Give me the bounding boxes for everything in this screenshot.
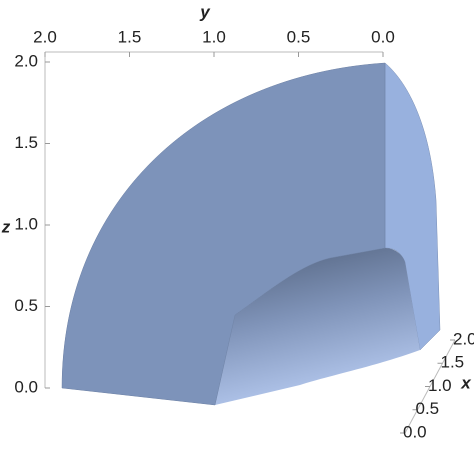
front-face xyxy=(61,62,386,406)
z-tick-label: 0.0 xyxy=(14,377,38,396)
x-tick-label: 0.5 xyxy=(416,399,440,418)
y-tick-label: 1.0 xyxy=(202,27,226,46)
y-tick-label: 2.0 xyxy=(33,27,57,46)
y-axis-label: y xyxy=(199,2,211,21)
region xyxy=(61,62,441,406)
z-tick-label: 1.0 xyxy=(14,214,38,233)
z-axis-label: z xyxy=(1,217,11,236)
y-tick-label: 0.0 xyxy=(371,27,395,46)
right-face xyxy=(384,62,441,351)
inner-hole xyxy=(215,248,420,405)
z-tick-label: 1.5 xyxy=(14,133,38,152)
x-axis-label: x xyxy=(460,373,472,392)
z-tick-label: 0.5 xyxy=(14,296,38,315)
y-tick-label: 0.5 xyxy=(287,27,311,46)
y-tick-label: 1.5 xyxy=(118,27,142,46)
z-tick-label: 2.0 xyxy=(14,51,38,70)
x-tick-label: 1.5 xyxy=(441,353,465,372)
x-tick-label: 2.0 xyxy=(453,329,474,348)
x-tick-label: 1.0 xyxy=(428,376,452,395)
x-tick-label: 0.0 xyxy=(403,422,427,441)
ticks: 0.0 0.5 1.0 1.5 2.0 0.0 0.5 1.0 1.5 2.0 0.0 0.5 1.0 1… xyxy=(14,27,474,441)
